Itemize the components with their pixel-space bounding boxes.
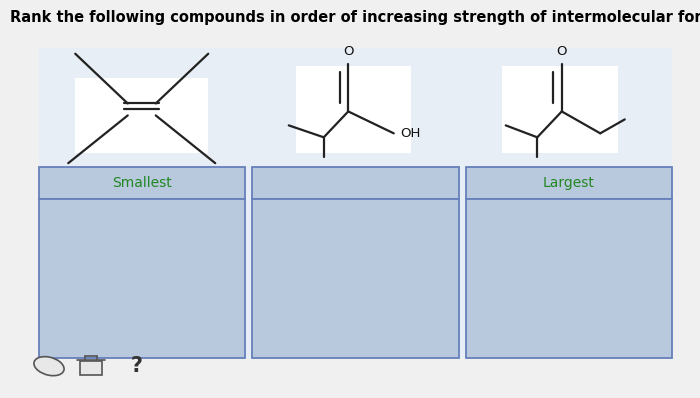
Ellipse shape — [34, 357, 64, 376]
Text: O: O — [556, 45, 567, 58]
FancyBboxPatch shape — [38, 199, 245, 358]
Text: O: O — [343, 45, 354, 58]
FancyBboxPatch shape — [75, 78, 209, 153]
FancyBboxPatch shape — [252, 167, 458, 199]
FancyBboxPatch shape — [466, 167, 672, 199]
Text: Smallest: Smallest — [112, 176, 172, 190]
FancyBboxPatch shape — [466, 199, 672, 358]
FancyBboxPatch shape — [38, 48, 672, 358]
FancyBboxPatch shape — [252, 48, 458, 167]
FancyBboxPatch shape — [38, 167, 245, 199]
FancyBboxPatch shape — [295, 66, 411, 153]
Text: OH: OH — [400, 127, 421, 140]
FancyBboxPatch shape — [252, 199, 458, 358]
FancyBboxPatch shape — [38, 48, 245, 167]
Text: Rank the following compounds in order of increasing strength of intermolecular f: Rank the following compounds in order of… — [10, 10, 700, 25]
Text: ?: ? — [130, 356, 143, 376]
FancyBboxPatch shape — [503, 66, 617, 153]
FancyBboxPatch shape — [80, 361, 102, 375]
Text: Largest: Largest — [542, 176, 595, 190]
FancyBboxPatch shape — [466, 48, 672, 167]
